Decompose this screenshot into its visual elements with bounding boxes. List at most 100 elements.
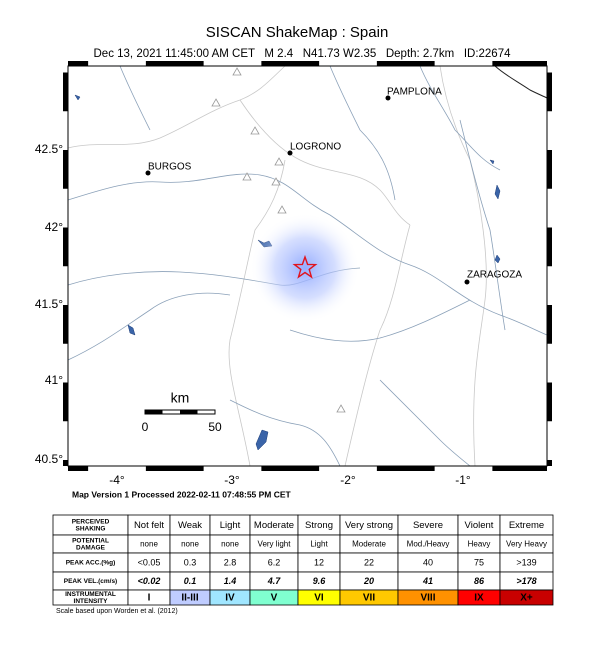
frame-band <box>547 460 552 466</box>
legend-cell-text: 9.6 <box>313 576 327 586</box>
city-dot <box>464 279 470 285</box>
legend-cell-text: Very strong <box>345 520 393 531</box>
city-dot <box>287 150 293 156</box>
legend-cell-text: 20 <box>363 576 374 586</box>
frame-band <box>376 466 435 471</box>
legend-row-label: POTENTIAL DAMAGE <box>72 537 109 551</box>
legend-cell-text: Extreme <box>509 520 544 531</box>
legend-cell-text: VII <box>363 593 375 604</box>
legend-cell-text: IX <box>474 593 484 604</box>
legend-cell-text: VI <box>314 593 324 604</box>
frame-band <box>492 466 547 471</box>
legend-row-label-line: INSTRUMENTAL <box>65 591 116 598</box>
legend-cell-text: >139 <box>516 557 536 567</box>
legend-cell-text: Strong <box>305 520 333 531</box>
cities: PAMPLONA LOGRONO BURGOS ZARAGOZA <box>145 87 522 285</box>
lat-label: 42.5° <box>35 142 63 156</box>
legend-cell-text: none <box>221 540 239 549</box>
frame-band <box>261 61 320 66</box>
frame-band <box>547 72 552 112</box>
legend-cell-text: Light <box>310 540 328 549</box>
legend-row-label-line: SHAKING <box>76 525 106 532</box>
lat-label: 40.5° <box>35 452 63 466</box>
legend-cell-text: Very light <box>258 540 292 549</box>
legend-cell-text: 0.3 <box>184 557 197 567</box>
legend-cell-text: Mod./Heavy <box>407 540 450 549</box>
legend-cell-text: <0.02 <box>138 576 161 586</box>
frame-band <box>547 305 552 344</box>
epicenter <box>292 254 318 279</box>
legend-cell-text: 6.2 <box>268 557 281 567</box>
legend-row-label: INSTRUMENTAL INTENSITY <box>65 591 116 605</box>
frame-band <box>261 466 320 471</box>
borders <box>67 65 548 467</box>
scale-bar-seg <box>180 410 198 414</box>
subtitle: Dec 13, 2021 11:45:00 AM CET M 2.4 N41.7… <box>94 48 512 60</box>
city-label: LOGRONO <box>290 142 341 153</box>
lat-label: 42° <box>45 220 63 234</box>
frame-band <box>68 466 89 471</box>
legend-row-label-line: POTENTIAL <box>72 537 109 544</box>
legend-cell-text: 12 <box>314 557 324 567</box>
lon-label: -4° <box>109 473 125 487</box>
scale-label: 0 <box>142 420 149 434</box>
legend-cell-text: Weak <box>178 520 202 531</box>
legend-row-label: PERCEIVED SHAKING <box>72 518 110 532</box>
scale-bar-seg <box>145 410 163 414</box>
legend-row-label: PEAK ACC.(%g) <box>66 559 116 566</box>
frame-band <box>145 61 204 66</box>
city-label: BURGOS <box>148 162 192 173</box>
legend-cell-text: I <box>148 593 151 604</box>
shaking-area <box>250 213 360 323</box>
title: SISCAN ShakeMap : Spain <box>206 24 389 41</box>
intensity-legend: PERCEIVED SHAKING Not felt Weak Light Moderat… <box>52 514 554 606</box>
frame-band <box>63 72 68 112</box>
legend-cell-text: 22 <box>364 557 374 567</box>
frame-band <box>547 382 552 422</box>
legend-cell-text: Not felt <box>134 520 164 531</box>
lon-label: -3° <box>224 473 240 487</box>
lat-label: 41° <box>45 373 63 387</box>
legend-row-label: PEAK VEL.(cm/s) <box>64 578 117 585</box>
legend-cell-text: Violent <box>465 520 494 531</box>
processed-note: Map Version 1 Processed 2022-02-11 07:48… <box>72 489 292 499</box>
frame-band <box>63 460 68 466</box>
frame-band <box>68 61 89 66</box>
frame-band <box>63 305 68 344</box>
frame-band <box>63 150 68 189</box>
city-label: ZARAGOZA <box>467 270 522 281</box>
frame-band <box>63 227 68 267</box>
lon-label: -1° <box>455 473 471 487</box>
legend-cell-text: II-III <box>181 593 198 604</box>
lon-label: -2° <box>340 473 356 487</box>
legend-cell-text: IV <box>225 593 235 604</box>
stations <box>211 67 346 413</box>
frame-band <box>547 150 552 189</box>
frame-band <box>492 61 547 66</box>
legend-cell-text: none <box>181 540 199 549</box>
footnote: Scale based upon Worden et al. (2012) <box>56 608 178 615</box>
scale-unit: km <box>171 390 190 406</box>
legend-cell-text: >178 <box>516 576 536 586</box>
rivers <box>67 65 548 467</box>
legend-cell-text: Severe <box>413 520 443 531</box>
legend-cell-text: none <box>140 540 158 549</box>
legend-cell-text: X+ <box>520 593 533 604</box>
legend-cell-text: 0.1 <box>184 576 197 586</box>
scale-bar: km 0 50 <box>142 390 222 434</box>
legend-cell <box>499 589 554 606</box>
legend-cell-text: VIII <box>420 593 435 604</box>
city-dot <box>145 170 151 176</box>
legend-cell-text: 41 <box>422 576 433 586</box>
legend-cell-text: Moderate <box>254 520 294 531</box>
scale-label: 50 <box>208 420 222 434</box>
legend-row-label-line: PERCEIVED <box>72 518 110 525</box>
legend-cell-text: Light <box>220 520 241 531</box>
legend-cell-text: 40 <box>423 557 433 567</box>
legend-cell-text: Very Heavy <box>506 540 547 549</box>
legend-cell-text: 2.8 <box>224 557 237 567</box>
legend-cell-text: 86 <box>474 576 485 586</box>
frame-band <box>145 466 204 471</box>
legend-cell-text: <0.05 <box>138 557 161 567</box>
